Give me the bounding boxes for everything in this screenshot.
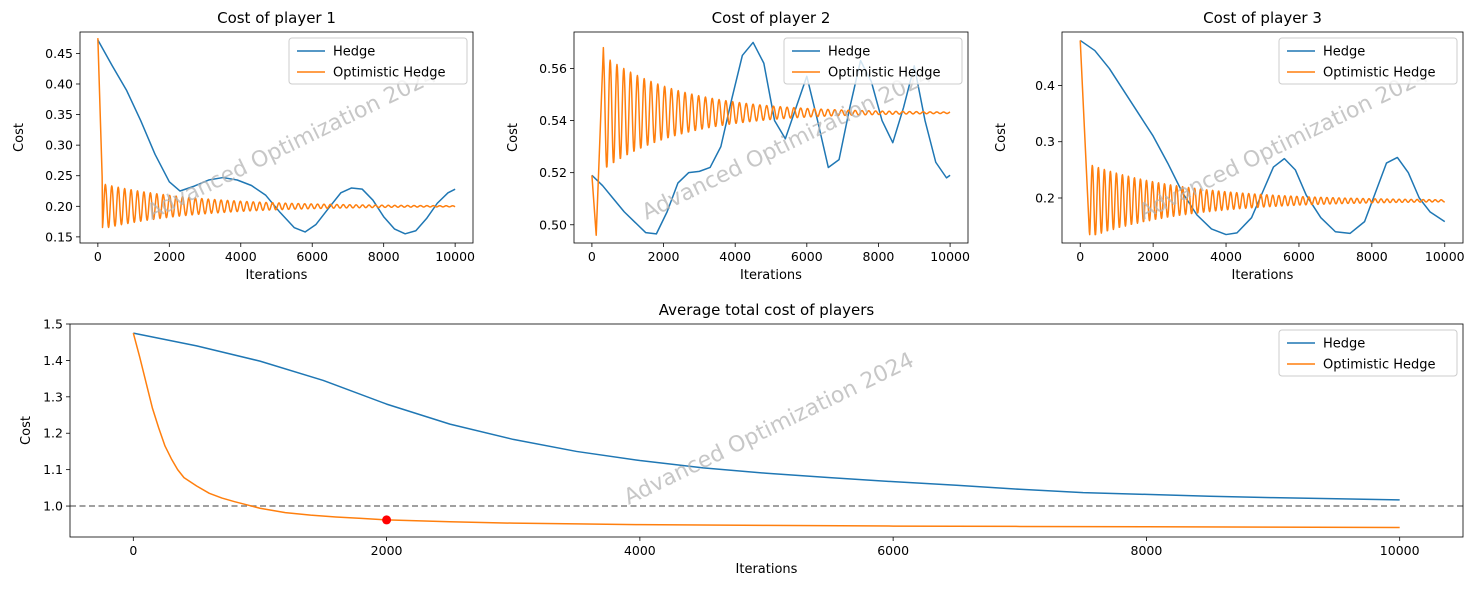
highlight-point	[382, 515, 392, 525]
series-line-optimistic-hedge	[132, 332, 1400, 529]
y-tick-label: 0.3	[1035, 134, 1055, 149]
x-tick-label: 10000	[435, 249, 475, 264]
x-tick-label: 2000	[1137, 249, 1169, 264]
x-tick-label: 8000	[863, 249, 895, 264]
legend-label: Hedge	[1323, 337, 1365, 352]
x-tick-label: 6000	[296, 249, 328, 264]
x-axis-label: Iterations	[246, 268, 308, 283]
y-tick-label: 1.0	[43, 499, 63, 514]
x-tick-label: 0	[588, 249, 596, 264]
y-tick-label: 0.25	[45, 168, 73, 183]
series-line-optimistic-hedge	[591, 46, 951, 236]
y-tick-label: 0.30	[45, 138, 73, 153]
y-tick-label: 0.35	[45, 107, 73, 122]
plot-area	[591, 41, 951, 236]
y-tick-label: 1.5	[43, 317, 63, 332]
legend-box	[1278, 329, 1458, 377]
series-line-hedge	[97, 39, 456, 235]
chart-player-2: Cost of player 2 0 2000 4000 6000 8000 10000 It…	[506, 9, 970, 283]
legend-box	[288, 37, 468, 85]
y-tick-label: 0.56	[539, 61, 567, 76]
x-tick-label: 6000	[791, 249, 823, 264]
x-tick-label: 4000	[624, 543, 656, 558]
plot-area	[70, 332, 1463, 529]
x-tick-label: 0	[94, 249, 102, 264]
x-tick-label: 4000	[225, 249, 257, 264]
x-tick-label: 0	[1076, 249, 1084, 264]
y-axis-label: Cost	[994, 123, 1009, 152]
legend-label: Optimistic Hedge	[1323, 66, 1436, 81]
chart-title: Average total cost of players	[659, 301, 875, 319]
chart-player-3: Cost of player 3 0 2000 4000 6000 8000 10000 It…	[994, 9, 1465, 283]
x-tick-label: 6000	[877, 543, 909, 558]
chart-title: Cost of player 3	[1203, 9, 1322, 27]
x-axis-label: Iterations	[1232, 268, 1294, 283]
chart-player-1: Cost of player 1 0 2000 4000 6000 8000 10000 It…	[12, 9, 475, 283]
y-tick-label: 1.3	[43, 389, 63, 404]
x-tick-label: 8000	[368, 249, 400, 264]
legend: Hedge Optimistic Hedge	[1278, 329, 1458, 377]
chart-title: Cost of player 1	[217, 9, 336, 27]
chart-title: Cost of player 2	[712, 9, 831, 27]
plot-area	[97, 38, 456, 235]
axes-frame	[1061, 31, 1464, 244]
legend: Hedge Optimistic Hedge	[1278, 37, 1458, 85]
y-tick-label: 0.40	[45, 76, 73, 91]
x-tick-label: 10000	[1425, 249, 1465, 264]
axes-frame	[79, 31, 474, 244]
series-line-optimistic-hedge	[1079, 40, 1446, 236]
legend-label: Optimistic Hedge	[828, 66, 941, 81]
y-axis-label: Cost	[12, 123, 27, 152]
y-tick-label: 0.54	[539, 113, 567, 128]
watermark: Advanced Optimization 2024	[638, 63, 936, 225]
x-axis-label: Iterations	[736, 562, 798, 577]
y-tick-label: 0.45	[45, 46, 73, 61]
watermark: Advanced Optimization 2024	[143, 63, 441, 225]
y-tick-label: 0.4	[1035, 78, 1055, 93]
y-tick-label: 1.1	[43, 462, 63, 477]
legend-label: Hedge	[1323, 45, 1365, 60]
y-tick-label: 0.2	[1035, 190, 1055, 205]
y-axis-label: Cost	[506, 123, 521, 152]
legend-box	[1278, 37, 1458, 85]
series-line-hedge	[1079, 39, 1446, 236]
legend-box	[783, 37, 963, 85]
chart-average-total-cost: Average total cost of players 0 2000 4000 60…	[19, 301, 1464, 577]
x-tick-label: 2000	[648, 249, 680, 264]
legend-label: Hedge	[333, 45, 375, 60]
y-tick-label: 0.20	[45, 199, 73, 214]
watermark: Advanced Optimization 2024	[620, 348, 918, 510]
axes-frame	[69, 323, 1464, 538]
x-tick-label: 10000	[930, 249, 970, 264]
plot-area	[1079, 39, 1446, 236]
x-tick-label: 4000	[719, 249, 751, 264]
legend: Hedge Optimistic Hedge	[288, 37, 468, 85]
y-tick-label: 1.4	[43, 353, 63, 368]
x-axis-label: Iterations	[740, 268, 802, 283]
series-line-hedge	[133, 332, 1400, 501]
legend: Hedge Optimistic Hedge	[783, 37, 963, 85]
x-tick-label: 8000	[1131, 543, 1163, 558]
y-tick-label: 0.50	[539, 217, 567, 232]
y-axis-label: Cost	[19, 416, 34, 445]
y-tick-label: 0.52	[539, 165, 567, 180]
legend-label: Hedge	[828, 45, 870, 60]
x-tick-label: 4000	[1210, 249, 1242, 264]
y-tick-label: 0.15	[45, 229, 73, 244]
y-tick-label: 1.2	[43, 426, 63, 441]
x-tick-label: 8000	[1356, 249, 1388, 264]
x-tick-label: 6000	[1283, 249, 1315, 264]
legend-label: Optimistic Hedge	[333, 66, 446, 81]
legend-label: Optimistic Hedge	[1323, 358, 1436, 373]
x-tick-label: 0	[129, 543, 137, 558]
x-tick-label: 2000	[153, 249, 185, 264]
series-line-hedge	[591, 41, 951, 235]
x-tick-label: 10000	[1380, 543, 1420, 558]
axes-frame	[573, 31, 969, 244]
x-tick-label: 2000	[371, 543, 403, 558]
series-line-optimistic-hedge	[97, 38, 456, 229]
